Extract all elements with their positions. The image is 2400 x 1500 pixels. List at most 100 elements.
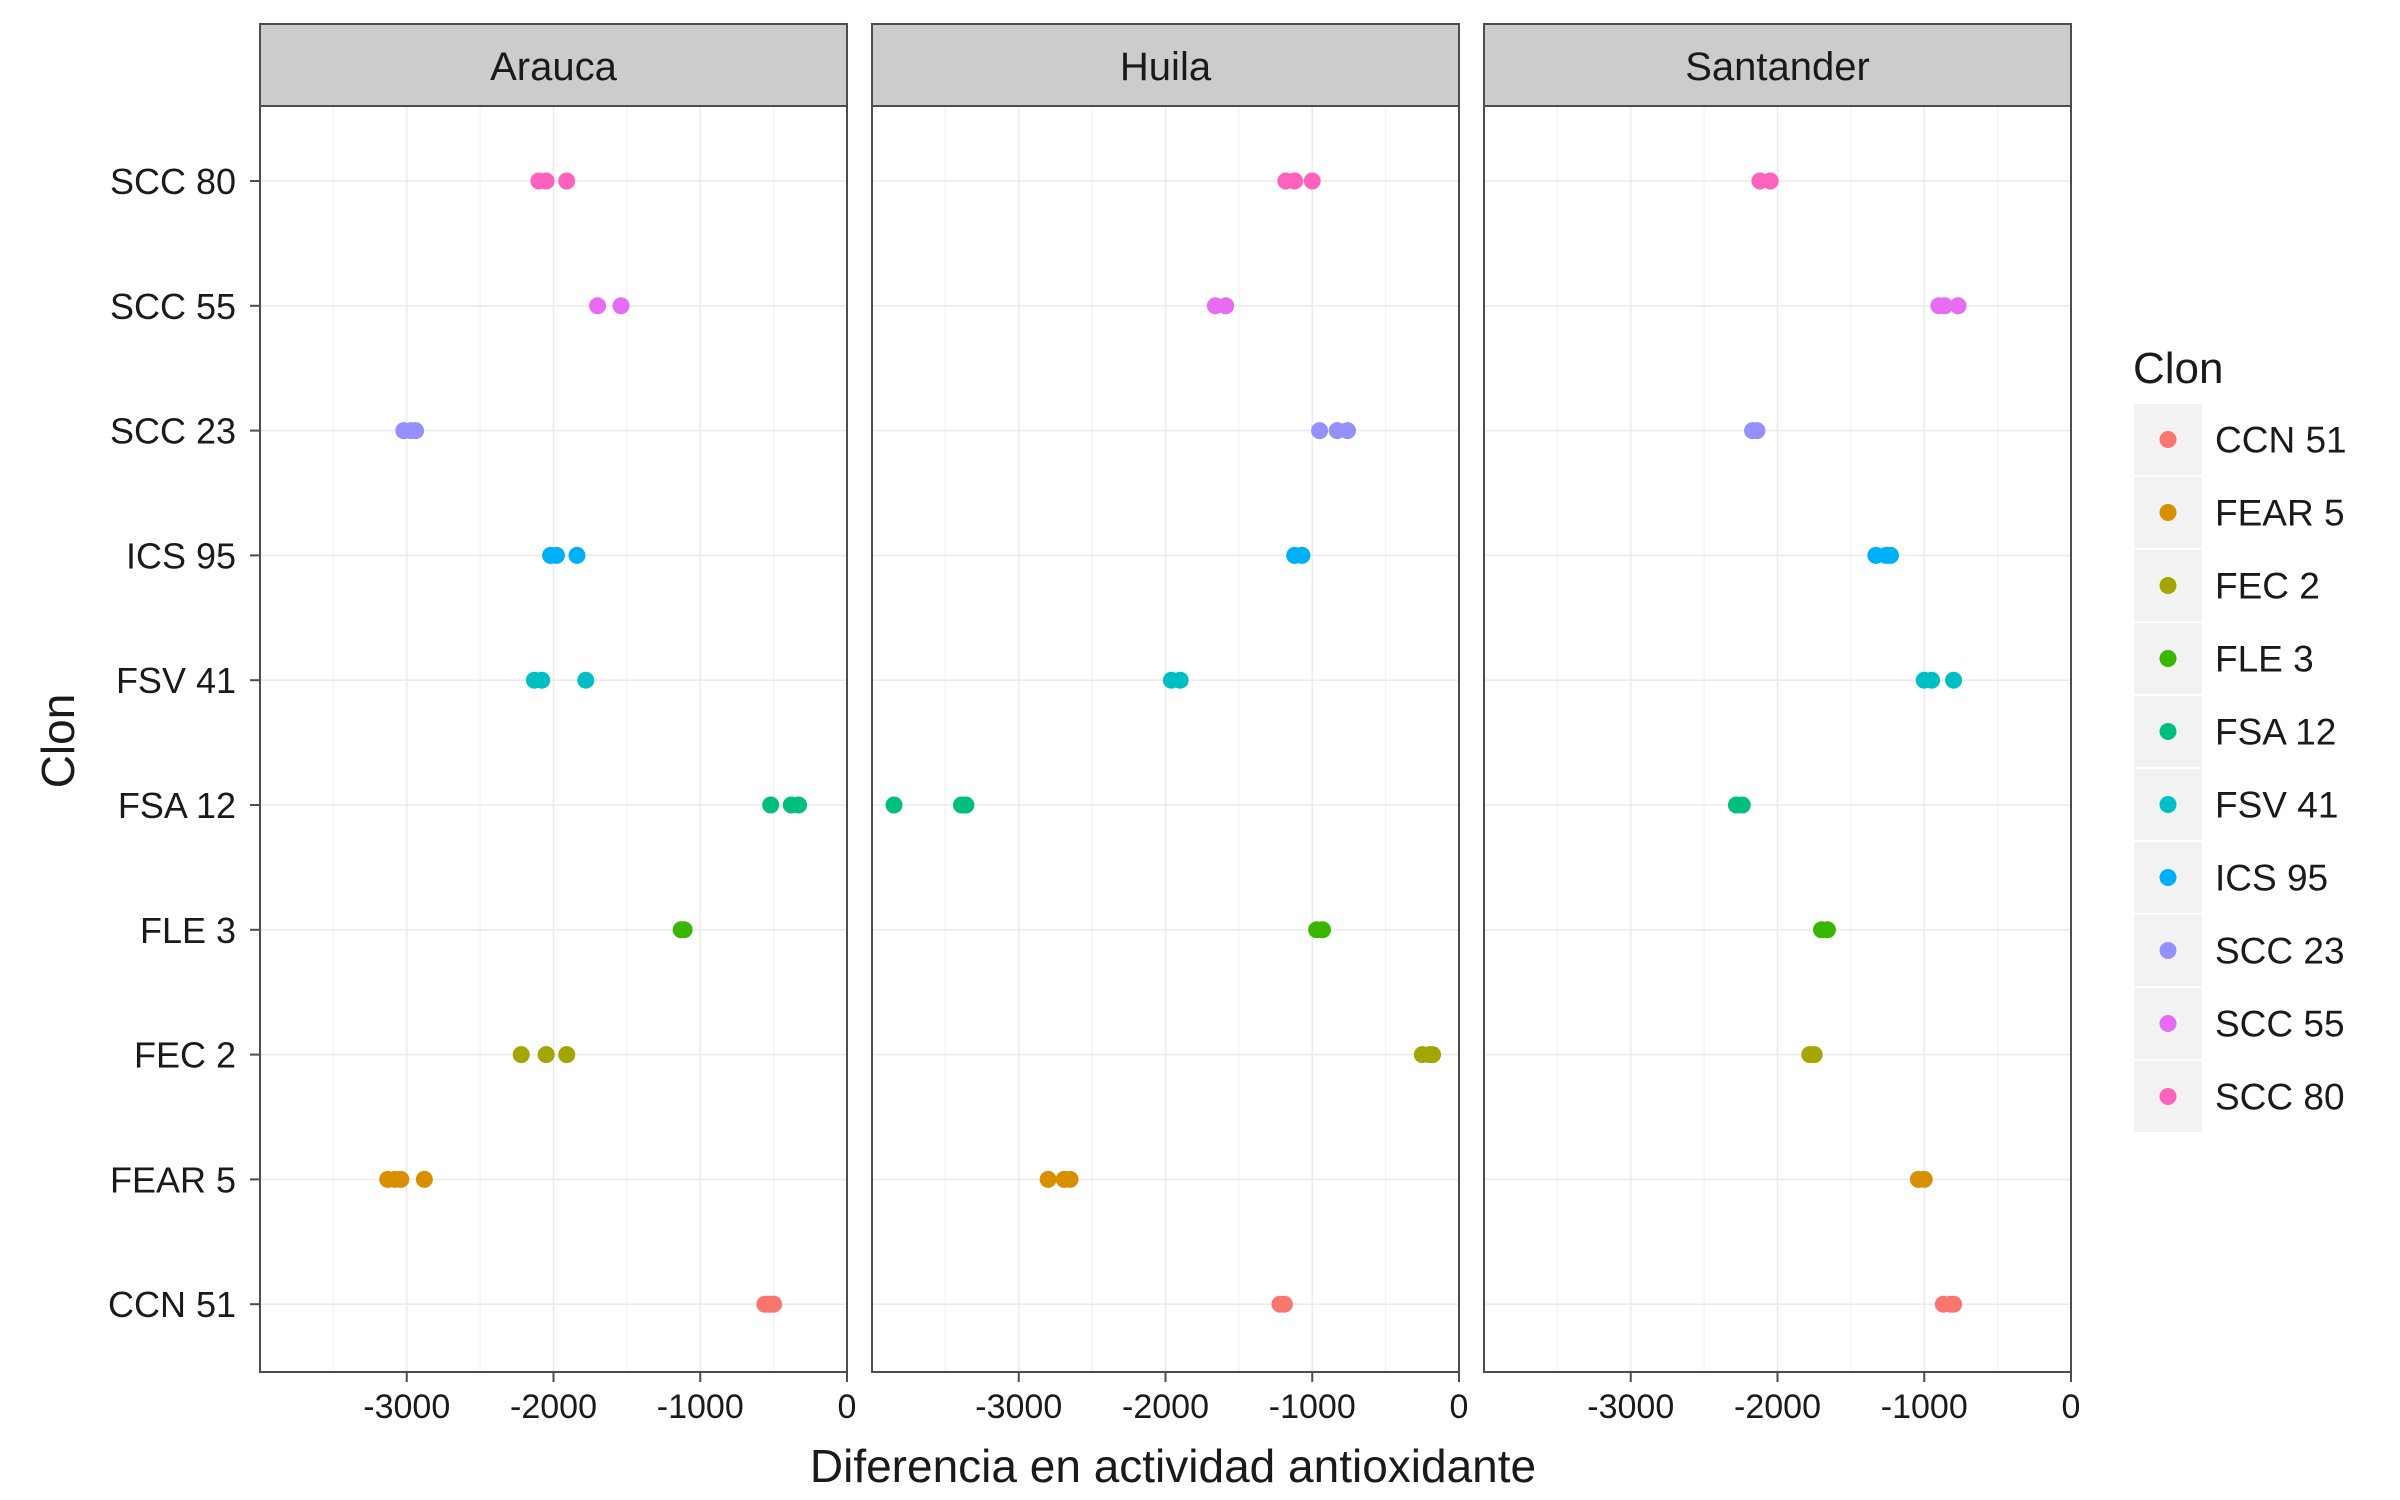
point-scc-23 (1338, 422, 1356, 440)
legend-label: CCN 51 (2215, 420, 2347, 461)
x-tick-label: -1000 (1269, 1388, 1356, 1426)
point-fec-2 (1805, 1046, 1823, 1064)
facet-panels: Arauca -3000 -2000 -1000 0 Huila -3000 -2000 -10… (259, 23, 2081, 1426)
legend-item-ccn-51: CCN 51 (2132, 402, 2347, 477)
point-scc-55 (1936, 297, 1954, 315)
legend-label: FEC 2 (2215, 566, 2320, 607)
x-tick-label: -3000 (363, 1388, 450, 1426)
legend-symbol (2159, 869, 2177, 886)
facet-strip (871, 23, 1460, 107)
point-fle-3 (1314, 921, 1332, 939)
facet-strip (259, 23, 848, 107)
point-scc-23 (1311, 422, 1329, 440)
legend-title: Clon (2133, 344, 2224, 393)
y-tick-label: SCC 80 (110, 161, 236, 202)
x-tick-label: -3000 (1587, 1388, 1674, 1426)
point-ics-95 (1293, 546, 1311, 564)
y-tick-label: FSV 41 (116, 660, 236, 701)
x-tick-label: -2000 (1122, 1388, 1209, 1426)
point-ccn-51 (1945, 1295, 1963, 1313)
legend-symbol (2159, 1088, 2177, 1105)
x-tick-label: 0 (1450, 1388, 1469, 1426)
y-tick-label: SCC 23 (110, 411, 236, 452)
point-fle-3 (1818, 921, 1836, 939)
legend-label: SCC 23 (2215, 931, 2345, 972)
y-axis-title: Clon (32, 694, 84, 789)
legend-item-scc-23: SCC 23 (2132, 913, 2345, 988)
point-fle-3 (675, 921, 693, 939)
point-ics-95 (547, 546, 565, 564)
y-tick-label: FSA 12 (118, 785, 236, 826)
legend-symbol (2159, 942, 2177, 959)
point-fsv-41 (533, 671, 551, 689)
legend-key (2132, 767, 2204, 842)
y-tick-label: FLE 3 (140, 910, 236, 951)
legend-item-fsa-12: FSA 12 (2132, 694, 2336, 769)
y-tick-label: SCC 55 (110, 286, 236, 327)
facet-strip-label: Santander (1685, 45, 1870, 89)
point-fec-2 (537, 1046, 555, 1064)
legend-symbol (2159, 504, 2177, 521)
x-tick-label: -2000 (510, 1388, 597, 1426)
legend-label: ICS 95 (2215, 858, 2328, 899)
point-fsa-12 (957, 796, 975, 814)
legend-item-fsv-41: FSV 41 (2132, 767, 2338, 842)
legend-item-scc-55: SCC 55 (2132, 986, 2345, 1061)
point-fec-2 (512, 1046, 530, 1064)
legend-symbol (2159, 796, 2177, 813)
point-fear-5 (1061, 1170, 1079, 1188)
legend-label: SCC 80 (2215, 1077, 2345, 1118)
point-fsv-41 (1945, 671, 1963, 689)
legend-item-fle-3: FLE 3 (2132, 621, 2314, 696)
legend-symbol (2159, 723, 2177, 740)
legend: Clon CCN 51 FEAR 5 FEC 2 FLE 3 FSA 12 FSV 41 I… (2132, 344, 2347, 1134)
point-ics-95 (1881, 546, 1899, 564)
facet-arauca: Arauca -3000 -2000 -1000 0 (259, 23, 857, 1426)
legend-label: FEAR 5 (2215, 493, 2345, 534)
point-fear-5 (392, 1170, 410, 1188)
legend-item-scc-80: SCC 80 (2132, 1059, 2345, 1134)
point-fsv-41 (577, 671, 595, 689)
legend-item-fear-5: FEAR 5 (2132, 475, 2345, 550)
x-tick-label: 0 (2062, 1388, 2081, 1426)
legend-item-ics-95: ICS 95 (2132, 840, 2328, 915)
point-fsa-12 (790, 796, 808, 814)
point-fsa-12 (762, 796, 780, 814)
facet-santander: Santander -3000 -2000 -1000 0 (1483, 23, 2081, 1426)
legend-symbol (2159, 577, 2177, 594)
point-scc-55 (589, 297, 607, 315)
facet-huila: Huila -3000 -2000 -1000 0 (871, 23, 1469, 1426)
point-scc-55 (1949, 297, 1967, 315)
y-axis: CCN 51 FEAR 5 FEC 2 FLE 3 FSA 12 FSV 41 ICS 95… (108, 161, 260, 1325)
x-axis-title: Diferencia en actividad antioxidante (810, 1440, 1536, 1492)
x-tick-label: -3000 (975, 1388, 1062, 1426)
x-tick-label: -1000 (657, 1388, 744, 1426)
legend-label: FLE 3 (2215, 639, 2314, 680)
point-ccn-51 (1275, 1295, 1293, 1313)
facet-strip (1483, 23, 2072, 107)
point-scc-80 (558, 172, 576, 190)
point-fsa-12 (885, 796, 903, 814)
point-scc-23 (407, 422, 425, 440)
point-scc-80 (1761, 172, 1779, 190)
legend-label: FSA 12 (2215, 712, 2336, 753)
point-fsa-12 (1733, 796, 1751, 814)
legend-key (2132, 402, 2204, 477)
y-tick-label: FEAR 5 (110, 1159, 236, 1200)
point-scc-23 (1748, 422, 1766, 440)
point-scc-55 (1217, 297, 1235, 315)
point-fear-5 (1039, 1170, 1057, 1188)
x-tick-label: 0 (838, 1388, 857, 1426)
y-tick-label: CCN 51 (108, 1284, 236, 1325)
legend-symbol (2159, 650, 2177, 667)
y-tick-label: FEC 2 (134, 1035, 236, 1076)
point-fec-2 (1424, 1046, 1442, 1064)
point-fear-5 (1915, 1170, 1933, 1188)
point-scc-80 (1286, 172, 1304, 190)
point-scc-80 (537, 172, 555, 190)
point-ics-95 (568, 546, 586, 564)
legend-label: FSV 41 (2215, 785, 2338, 826)
point-fec-2 (558, 1046, 576, 1064)
legend-symbol (2159, 1015, 2177, 1032)
point-ccn-51 (765, 1295, 783, 1313)
